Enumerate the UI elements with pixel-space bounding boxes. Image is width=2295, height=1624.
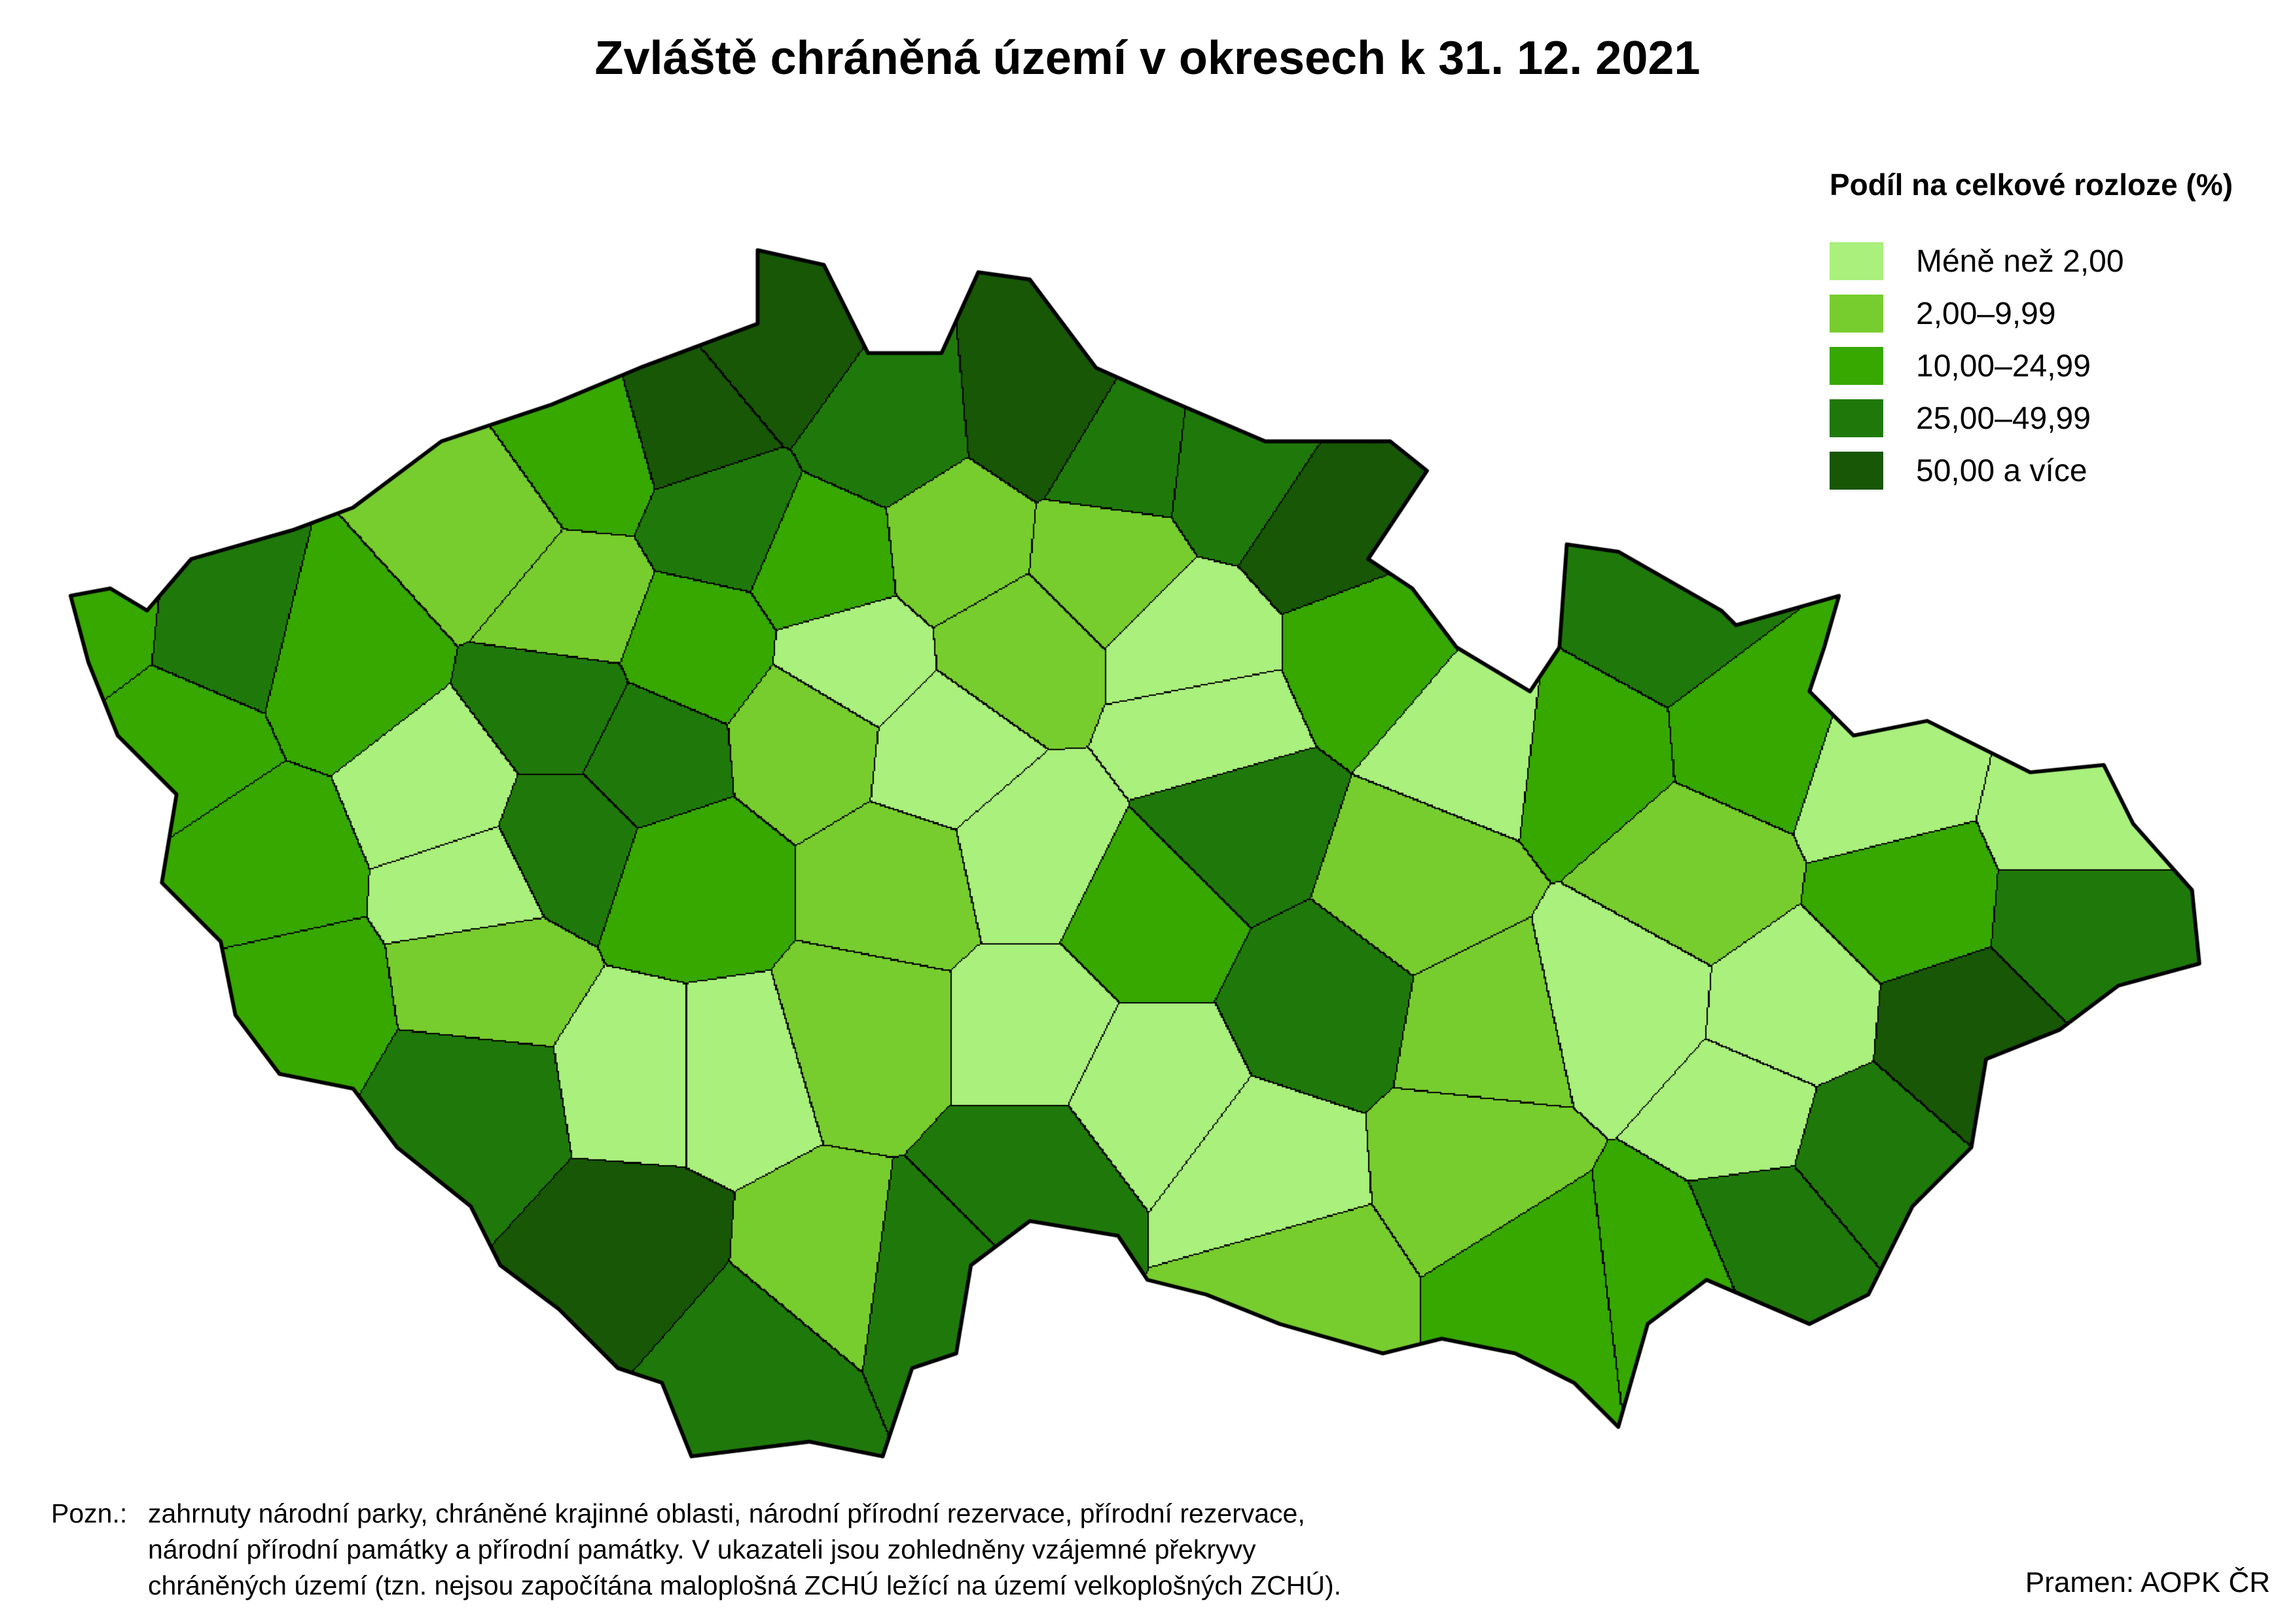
legend-swatch (1830, 347, 1883, 385)
legend-swatch (1830, 295, 1883, 333)
legend-item: 10,00–24,99 (1830, 340, 2233, 392)
legend-item: Méně než 2,00 (1830, 235, 2233, 287)
legend-item: 2,00–9,99 (1830, 287, 2233, 340)
legend-item: 50,00 a více (1830, 444, 2233, 497)
footnote-line: chráněných území (tzn. nejsou započítána… (148, 1570, 1342, 1600)
footnote: Pozn.: zahrnuty národní parky, chráněné k… (51, 1496, 1341, 1604)
legend-label: 25,00–49,99 (1916, 401, 2091, 436)
footnote-label: Pozn.: (51, 1498, 128, 1528)
source: Pramen: AOPK ČR (2025, 1566, 2270, 1598)
legend-label: Méně než 2,00 (1916, 244, 2124, 279)
legend-item: 25,00–49,99 (1830, 392, 2233, 444)
legend: Podíl na celkové rozloze (%) Méně než 2,… (1830, 167, 2233, 497)
footnote-line: zahrnuty národní parky, chráněné krajinn… (148, 1498, 1305, 1528)
legend-swatch (1830, 242, 1883, 280)
footnote-line: národní přírodní památky a přírodní pamá… (148, 1534, 1256, 1564)
map-title: Zvláště chráněná území v okresech k 31. … (594, 32, 1701, 84)
legend-label: 50,00 a více (1916, 453, 2087, 488)
legend-label: 2,00–9,99 (1916, 296, 2056, 331)
legend-title: Podíl na celkové rozloze (%) (1830, 168, 2233, 202)
legend-swatch (1830, 452, 1883, 490)
legend-label: 10,00–24,99 (1916, 348, 2091, 384)
legend-swatch (1830, 399, 1883, 437)
